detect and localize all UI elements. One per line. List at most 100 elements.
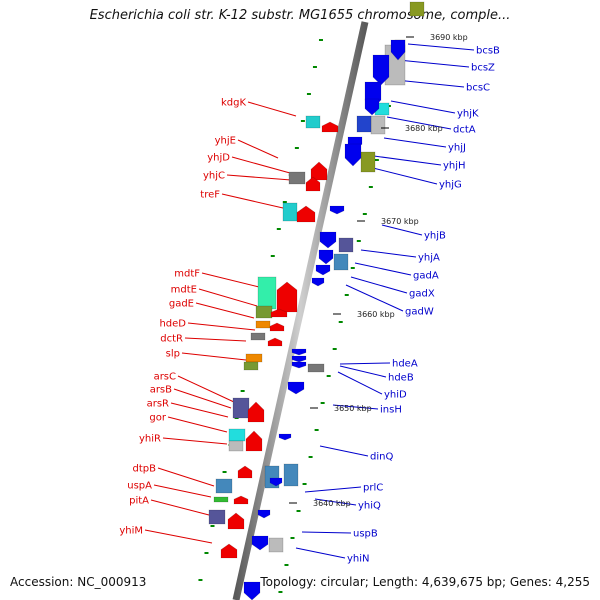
gene-label-yhjJ: yhjJ bbox=[448, 143, 466, 154]
gene-label-gadW: gadW bbox=[405, 307, 434, 318]
reverse-gene-arrow bbox=[269, 477, 283, 487]
forward-gene-arrow bbox=[321, 121, 339, 133]
feature-block bbox=[250, 332, 266, 341]
gene-label-yhiM: yhiM bbox=[119, 526, 143, 537]
gene-label-kdgK: kdgK bbox=[221, 98, 246, 109]
gene-label-yhiD: yhiD bbox=[384, 390, 407, 401]
gene-label-gadA: gadA bbox=[413, 271, 439, 282]
gene-label-pitA: pitA bbox=[129, 496, 149, 507]
reverse-gene-arrow bbox=[319, 231, 337, 249]
feature-block bbox=[208, 509, 226, 525]
feature-block bbox=[255, 305, 273, 319]
leader-line bbox=[360, 249, 417, 258]
gene-label-dctR: dctR bbox=[160, 334, 183, 345]
leader-line bbox=[167, 416, 228, 433]
gene-label-yhjH: yhjH bbox=[443, 161, 466, 172]
leader-line bbox=[162, 437, 228, 445]
feature-block bbox=[360, 151, 376, 173]
leader-line bbox=[381, 224, 423, 236]
leader-line bbox=[397, 59, 470, 68]
gene-label-yhiR: yhiR bbox=[139, 434, 161, 445]
gene-label-slp: slp bbox=[166, 349, 180, 360]
gene-arrows bbox=[220, 39, 406, 600]
feature-block bbox=[213, 496, 229, 503]
leader-line bbox=[332, 404, 379, 410]
forward-gene-arrow bbox=[276, 281, 298, 313]
feature-block bbox=[305, 115, 321, 129]
forward-gene-arrow bbox=[267, 337, 283, 347]
accession-text: Accession: NC_000913 bbox=[10, 575, 147, 589]
leader-line bbox=[173, 388, 232, 409]
feature-block bbox=[245, 353, 263, 363]
reverse-gene-arrow bbox=[257, 509, 271, 519]
forward-gene-arrow bbox=[227, 512, 245, 530]
gene-label-arsC: arsC bbox=[154, 372, 176, 383]
feature-block bbox=[307, 363, 325, 373]
forward-gene-arrow bbox=[233, 495, 249, 505]
leader-line bbox=[345, 284, 404, 312]
gene-label-yhjK: yhjK bbox=[457, 109, 479, 120]
topology-text: Topology: circular; Length: 4,639,675 bp… bbox=[260, 575, 590, 589]
feature-block bbox=[228, 428, 246, 442]
reverse-gene-arrow bbox=[315, 264, 331, 276]
reverse-gene-arrow bbox=[251, 535, 269, 551]
leader-line bbox=[187, 322, 256, 331]
backbone-track bbox=[232, 21, 369, 600]
gene-label-yhjD: yhjD bbox=[207, 153, 230, 164]
forward-gene-arrow bbox=[269, 322, 285, 332]
reverse-gene-arrow bbox=[287, 381, 305, 395]
leader-line bbox=[319, 445, 369, 457]
reverse-gene-arrow bbox=[344, 143, 362, 167]
feature-block bbox=[232, 397, 250, 419]
feature-blocks bbox=[208, 1, 425, 553]
gene-label-mdtE: mdtE bbox=[171, 285, 197, 296]
gene-label-dinQ: dinQ bbox=[370, 452, 393, 463]
leader-line bbox=[221, 193, 284, 209]
reverse-gene-arrow bbox=[329, 205, 345, 215]
feature-block bbox=[255, 320, 271, 329]
feature-block bbox=[338, 237, 354, 253]
gene-label-dctA: dctA bbox=[453, 125, 476, 136]
leader-line bbox=[339, 365, 387, 378]
feature-block bbox=[257, 276, 277, 310]
reverse-gene-arrow bbox=[390, 39, 406, 61]
leader-line bbox=[301, 531, 352, 534]
forward-gene-arrow bbox=[305, 176, 321, 192]
reverse-gene-arrow bbox=[291, 348, 307, 356]
leader-line bbox=[314, 498, 357, 506]
gene-label-bcsB: bcsB bbox=[476, 46, 500, 57]
leader-line bbox=[339, 362, 391, 365]
gene-label-arsB: arsB bbox=[150, 385, 172, 396]
gene-label-gor: gor bbox=[149, 413, 166, 424]
leader-line bbox=[153, 484, 212, 498]
gene-label-arsR: arsR bbox=[147, 399, 169, 410]
forward-gene-arrow bbox=[296, 205, 316, 223]
leader-line bbox=[201, 272, 260, 288]
gene-label-yhjG: yhjG bbox=[439, 180, 462, 191]
kbp-label: 3640 kbp bbox=[313, 499, 351, 508]
forward-gene-arrow bbox=[270, 308, 288, 318]
leader-line bbox=[295, 547, 346, 559]
gene-label-hdeD: hdeD bbox=[159, 319, 186, 330]
reverse-gene-arrow bbox=[291, 355, 307, 363]
forward-gene-arrow bbox=[310, 161, 328, 181]
leader-line bbox=[372, 167, 438, 185]
gene-label-hdeB: hdeB bbox=[388, 373, 414, 384]
feature-block bbox=[228, 440, 244, 452]
feature-block bbox=[215, 478, 233, 494]
feature-block bbox=[282, 202, 298, 222]
kbp-label: 3660 kbp bbox=[357, 310, 395, 319]
leader-line bbox=[354, 262, 412, 276]
gene-label-gadE: gadE bbox=[169, 299, 194, 310]
feature-block bbox=[283, 463, 299, 487]
kbp-label: 3670 kbp bbox=[381, 217, 419, 226]
leader-line bbox=[184, 337, 247, 342]
gene-label-yhiQ: yhiQ bbox=[358, 501, 381, 512]
reverse-gene-arrow bbox=[291, 361, 307, 369]
feature-block bbox=[356, 115, 372, 133]
gene-label-gadX: gadX bbox=[409, 289, 435, 300]
leader-line bbox=[395, 79, 465, 88]
leader-line bbox=[383, 137, 447, 148]
gene-label-yhjA: yhjA bbox=[418, 253, 440, 264]
